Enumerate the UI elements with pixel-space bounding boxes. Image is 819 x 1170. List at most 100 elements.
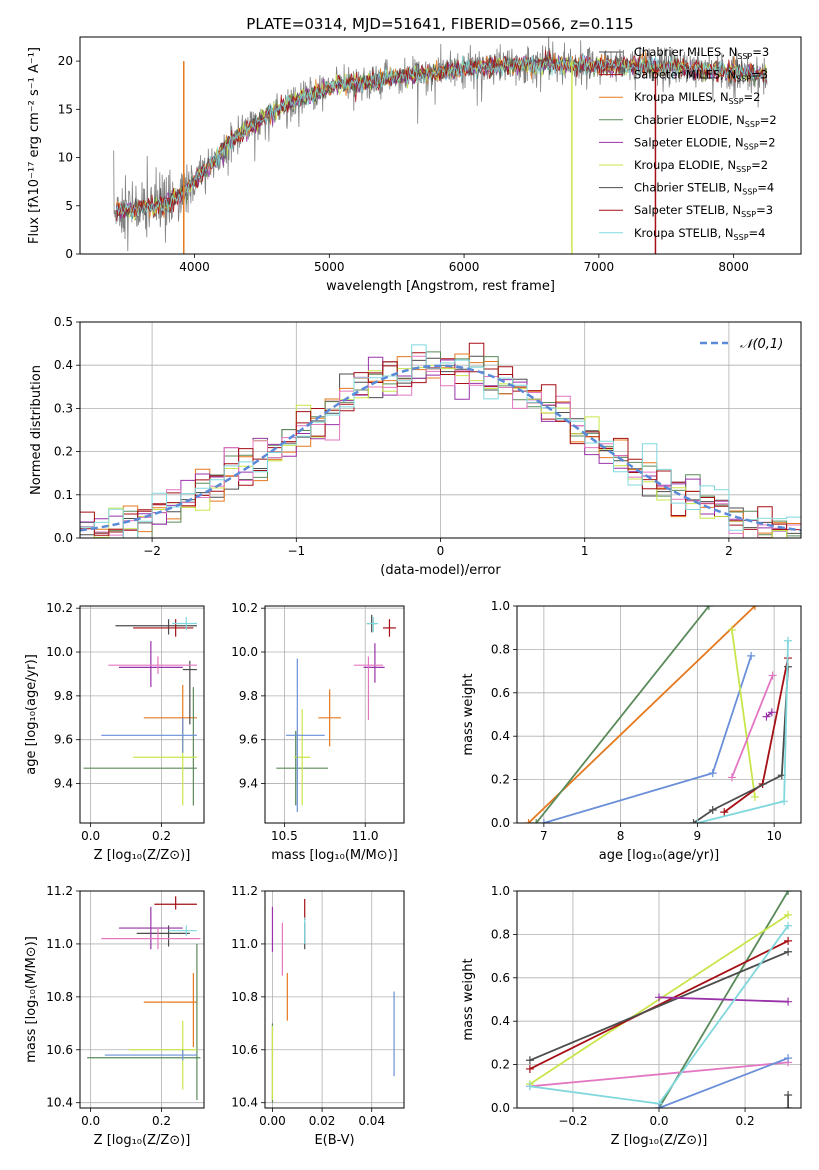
y-tick-label: 10.8	[46, 990, 73, 1004]
plot-area	[87, 896, 201, 1101]
y-tick-label: 9.8	[54, 689, 73, 703]
weight-marker	[784, 910, 793, 919]
panel-mass_weight_vs_age: 7 8 9 10 0.0 0.2 0.4 0.6 0.8 1.0 age [log₁₀(age/yr…	[461, 599, 802, 863]
x-tick-label: 0.2	[152, 1114, 171, 1128]
x-tick-label: 6000	[449, 260, 480, 274]
weight-marker	[525, 1064, 534, 1073]
y-tick-label: 11.2	[46, 884, 73, 898]
y-tick-label: 0.6	[491, 686, 510, 700]
weight-marker	[784, 1104, 793, 1108]
weight-marker	[784, 921, 793, 930]
weight-marker	[539, 819, 548, 823]
legend-label: Kroupa ELODIE, NSSP=2	[634, 158, 768, 174]
legend-label: 𝒩(0,1)	[740, 337, 783, 352]
y-tick-label: 0.3	[54, 401, 73, 415]
y-tick-label: 9.6	[239, 733, 258, 747]
x-tick-label: 0.00	[259, 1114, 286, 1128]
weight-marker	[784, 947, 793, 956]
weight-marker	[524, 819, 533, 823]
normal-curve	[80, 364, 801, 532]
x-axis-label: Z [log₁₀(Z/Z⊙)]	[94, 1133, 191, 1148]
x-tick-label: 8000	[718, 260, 749, 274]
plot-area	[80, 342, 801, 538]
panel-mass_vs_Z: 0.0 0.2 10.4 10.6 10.8 11.0 11.2 Z [log₁₀(Z/Z⊙)…	[24, 884, 205, 1148]
y-axis-label: mass weight	[461, 673, 476, 755]
legend-label: Chabrier ELODIE, NSSP=2	[634, 113, 777, 129]
weight-marker	[720, 808, 729, 817]
plot-area	[113, 37, 768, 254]
legend: 𝒩(0,1)	[700, 337, 783, 352]
y-tick-label: 1.0	[491, 884, 510, 898]
x-axis-label: Z [log₁₀(Z/Z⊙)]	[94, 848, 191, 863]
panel-age_vs_Z: 0.0 0.2 9.4 9.6 9.8 10.0 10.2 Z [log₁₀(Z/Z⊙)] ag…	[24, 601, 205, 863]
legend: Chabrier MILES, NSSP=3 Salpeter MILES, NS…	[599, 45, 777, 242]
y-axis-label: mass weight	[461, 958, 476, 1040]
weight-marker	[784, 1090, 793, 1099]
x-tick-label: 0	[437, 544, 445, 558]
figure-title: PLATE=0314, MJD=51641, FIBERID=0566, z=0…	[246, 15, 633, 33]
y-tick-label: 0.4	[491, 1014, 510, 1028]
y-tick-label: 0.4	[54, 358, 73, 372]
y-tick-label: 0.0	[54, 531, 73, 545]
weight-marker	[689, 819, 698, 823]
axes-frame	[79, 890, 205, 1109]
weight-marker	[750, 606, 759, 610]
weight-marker	[768, 671, 777, 680]
weight-marker	[783, 636, 792, 645]
legend-label: Salpeter ELODIE, NSSP=2	[634, 135, 776, 151]
histogram-step	[80, 355, 801, 538]
y-tick-label: 9.6	[54, 733, 73, 747]
y-axis-label: Normed distribution	[29, 365, 44, 495]
panel-age_vs_mass: 10.5 11.0 9.4 9.6 9.8 10.0 10.2 mass [log₁₀(M/M…	[231, 601, 405, 863]
y-tick-label: 1.0	[491, 599, 510, 613]
weight-marker	[784, 997, 793, 1006]
y-tick-label: 0.6	[491, 971, 510, 985]
plot-area	[83, 616, 197, 806]
y-tick-label: 0.0	[491, 816, 510, 830]
axes-frame	[264, 605, 405, 824]
plot-area	[525, 891, 793, 1108]
weight-line	[658, 1057, 789, 1108]
x-tick-label: 10	[766, 829, 781, 843]
weight-marker	[655, 993, 663, 1002]
y-tick-label: 11.2	[231, 884, 258, 898]
y-tick-label: 10	[58, 151, 73, 165]
x-tick-label: 0.04	[358, 1114, 385, 1128]
y-tick-label: 10.0	[231, 645, 258, 659]
weight-marker	[784, 1054, 793, 1063]
legend-label: Salpeter STELIB, NSSP=3	[634, 203, 773, 219]
panel-mass_vs_ebv: 0.00 0.02 0.04 10.4 10.6 10.8 11.0 11.2 E(B-V)	[231, 884, 405, 1148]
x-tick-label: 1	[581, 544, 589, 558]
weight-marker	[693, 819, 702, 823]
x-axis-label: (data-model)/error	[380, 563, 501, 578]
legend-label: Kroupa STELIB, NSSP=4	[634, 226, 765, 242]
y-tick-label: 0.2	[491, 773, 510, 787]
weight-marker	[762, 712, 771, 721]
y-tick-label: 0.5	[54, 315, 73, 329]
x-tick-label: 7	[540, 829, 548, 843]
weight-line	[535, 606, 710, 823]
x-axis-label: E(B-V)	[314, 1133, 354, 1148]
weight-marker	[655, 1104, 663, 1108]
y-tick-label: 10.2	[231, 601, 258, 615]
weight-marker	[784, 891, 793, 895]
y-tick-label: 11.0	[46, 937, 73, 951]
x-tick-label: 0.0	[81, 1114, 100, 1128]
axes-frame	[79, 605, 205, 824]
x-tick-label: −2	[143, 544, 161, 558]
x-tick-label: 11.0	[352, 829, 379, 843]
x-tick-label: −0.2	[558, 1114, 587, 1128]
histogram-step	[80, 351, 801, 538]
weight-marker	[750, 792, 759, 801]
y-tick-label: 10.6	[46, 1043, 73, 1057]
y-tick-label: 5	[65, 199, 73, 213]
x-tick-label: 0.0	[649, 1114, 668, 1128]
axes-frame	[79, 321, 802, 539]
legend-label: Salpeter MILES, NSSP=3	[634, 68, 768, 84]
weight-marker	[708, 805, 717, 814]
weight-marker	[747, 651, 756, 660]
x-tick-label: 4000	[179, 260, 210, 274]
x-tick-label: 8	[617, 829, 625, 843]
x-tick-label: 2	[725, 544, 733, 558]
